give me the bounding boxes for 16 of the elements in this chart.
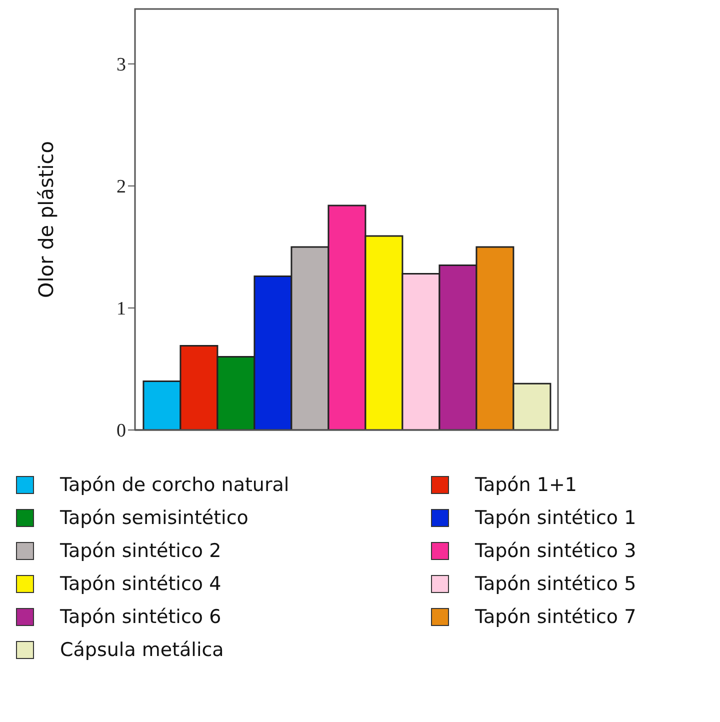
legend-label: Tapón sintético 4	[60, 573, 222, 595]
legend-label: Tapón semisintético	[60, 507, 248, 529]
legend-label: Tapón 1+1	[475, 474, 577, 496]
y-tick-label: 0	[116, 420, 126, 442]
legend-label: Cápsula metálica	[60, 639, 224, 661]
y-tick-label: 3	[116, 54, 126, 76]
y-axis-title: Olor de plástico	[34, 140, 58, 298]
legend-label: Tapón sintético 2	[60, 540, 222, 562]
legend-label: Tapón sintético 1	[475, 507, 636, 529]
y-tick-label: 2	[116, 176, 126, 198]
legend-label: Tapón sintético 3	[475, 540, 636, 562]
legend-label: Tapón sintético 5	[475, 573, 636, 595]
legend-label: Tapón sintético 6	[60, 606, 222, 628]
legend-label: Tapón de corcho natural	[60, 474, 290, 496]
y-tick-label: 1	[116, 298, 126, 320]
legend-label: Tapón sintético 7	[475, 606, 636, 628]
